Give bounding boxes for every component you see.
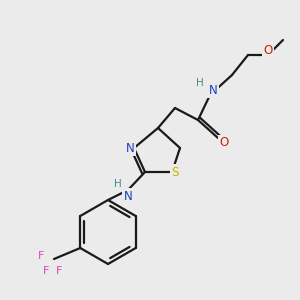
Text: F: F [56, 266, 62, 276]
Text: N: N [126, 142, 134, 154]
Text: O: O [219, 136, 229, 149]
Text: H: H [196, 78, 204, 88]
Text: N: N [124, 190, 132, 202]
Text: N: N [208, 83, 217, 97]
Text: S: S [171, 166, 179, 178]
Text: F: F [43, 266, 49, 276]
Text: H: H [114, 179, 122, 189]
Text: F: F [38, 251, 44, 261]
Text: O: O [263, 44, 273, 56]
